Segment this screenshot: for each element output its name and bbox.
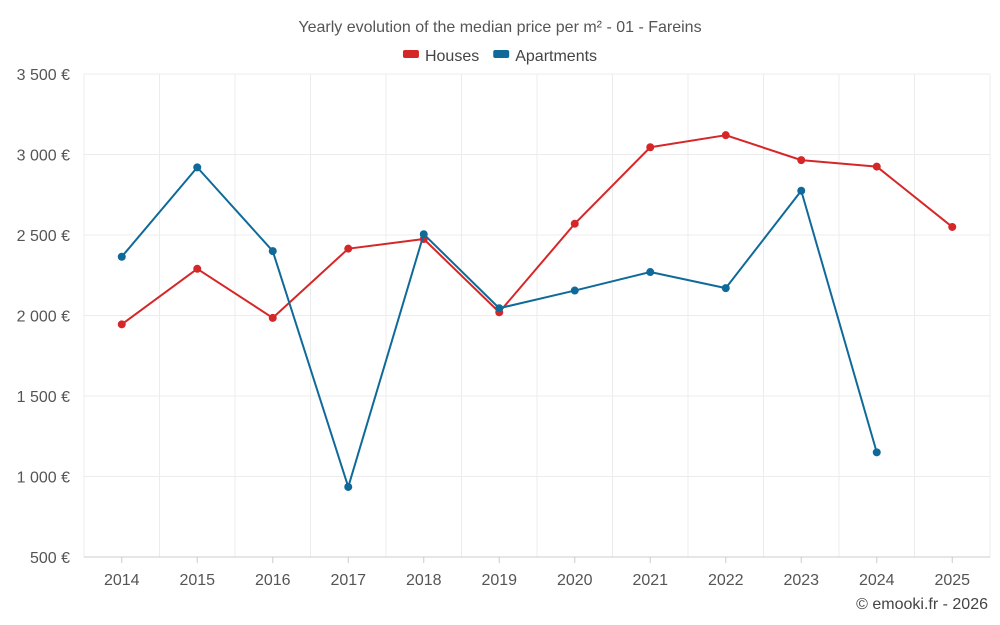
data-point-apartments <box>570 286 579 295</box>
data-point-apartments <box>419 230 428 239</box>
grid <box>83 73 991 558</box>
x-tick-label: 2020 <box>557 572 593 589</box>
x-tick-label: 2025 <box>934 572 970 589</box>
data-point-houses <box>268 313 277 322</box>
x-tick-label: 2014 <box>104 572 140 589</box>
credit: © emooki.fr - 2026 <box>856 596 988 613</box>
x-tick-label: 2024 <box>859 572 895 589</box>
series-layer <box>117 131 957 491</box>
y-tick-label: 1 000 € <box>17 470 70 487</box>
data-point-houses <box>193 264 202 273</box>
legend-label: Apartments <box>515 48 597 65</box>
series-line-houses <box>121 134 953 326</box>
data-point-houses <box>797 156 806 165</box>
legend-label: Houses <box>425 48 479 65</box>
data-point-houses <box>872 162 881 171</box>
legend-swatch <box>493 50 510 58</box>
x-tick-label: 2021 <box>632 572 668 589</box>
data-point-houses <box>721 131 730 140</box>
data-point-houses <box>344 244 353 253</box>
data-point-apartments <box>117 252 126 261</box>
x-tick-label: 2016 <box>255 572 291 589</box>
data-point-apartments <box>268 247 277 256</box>
data-point-apartments <box>872 448 881 457</box>
y-tick-label: 3 500 € <box>17 67 70 84</box>
x-tick-label: 2022 <box>708 572 744 589</box>
data-point-houses <box>570 219 579 228</box>
y-tick-label: 500 € <box>30 550 70 567</box>
y-tick-label: 2 500 € <box>17 228 70 245</box>
x-tick-label: 2019 <box>481 572 517 589</box>
data-point-houses <box>117 320 126 329</box>
y-tick-label: 1 500 € <box>17 389 70 406</box>
y-axis: 500 € 1 000 € 1 500 € 2 000 € 2 500 € 3 000 €… <box>17 67 70 567</box>
data-point-houses <box>948 222 957 231</box>
data-point-apartments <box>193 163 202 172</box>
data-point-apartments <box>721 284 730 293</box>
y-tick-label: 2 000 € <box>17 309 70 326</box>
legend-swatch <box>402 50 419 58</box>
x-tick-label: 2015 <box>179 572 215 589</box>
x-tick-label: 2023 <box>783 572 819 589</box>
data-point-houses <box>646 143 655 152</box>
data-point-apartments <box>344 482 353 491</box>
x-tick-label: 2017 <box>330 572 366 589</box>
x-axis: 2014 2015 2016 2017 2018 2019 2020 2021 2022 2023… <box>104 557 970 589</box>
legend-item-houses: Houses <box>402 48 479 65</box>
chart-title: Yearly evolution of the median price per… <box>298 19 701 36</box>
y-tick-label: 3 000 € <box>17 148 70 165</box>
legend-item-apartments: Apartments <box>493 48 597 65</box>
data-point-apartments <box>646 268 655 277</box>
series-apartments <box>117 163 881 491</box>
data-point-apartments <box>797 186 806 195</box>
x-tick-label: 2018 <box>406 572 442 589</box>
data-point-apartments <box>495 304 504 313</box>
legend: Houses Apartments <box>402 48 597 65</box>
